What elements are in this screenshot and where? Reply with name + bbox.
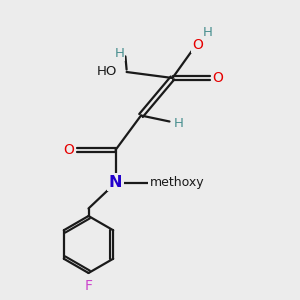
Text: O: O (192, 38, 203, 52)
Text: HO: HO (97, 64, 117, 78)
Text: H: H (115, 47, 124, 60)
Text: N: N (109, 175, 122, 190)
Text: F: F (85, 279, 92, 292)
Text: O: O (64, 143, 74, 157)
Text: O: O (149, 176, 160, 189)
Text: methoxy: methoxy (150, 176, 205, 189)
Text: H: H (203, 26, 212, 40)
Text: O: O (213, 71, 224, 85)
Text: H: H (174, 117, 184, 130)
